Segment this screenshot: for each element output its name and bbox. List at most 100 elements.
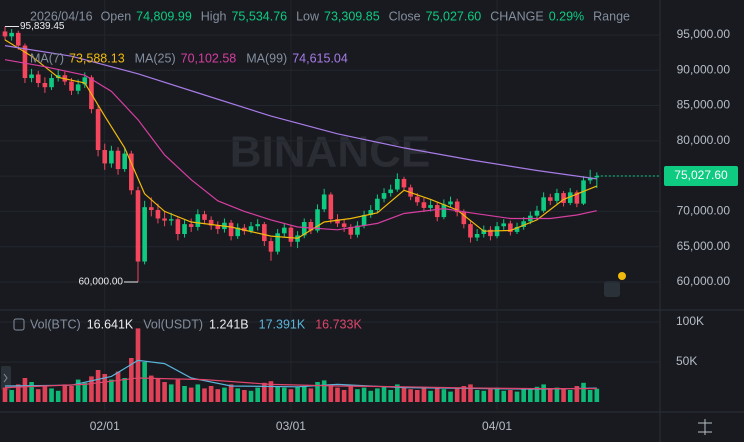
volume-bar	[315, 382, 320, 402]
candle-body	[448, 201, 453, 205]
candle-body	[434, 205, 440, 218]
candle-body	[587, 177, 593, 181]
volume-bar	[275, 386, 280, 402]
volume-bar	[49, 388, 54, 402]
volume-bar	[188, 387, 194, 402]
volume-bar	[35, 389, 41, 402]
y-tick-label: 65,000.00	[677, 239, 731, 253]
candle-body	[69, 81, 74, 91]
collapse-button[interactable]	[1, 366, 11, 390]
candle-body	[401, 178, 407, 188]
volume-bar	[381, 386, 387, 402]
candle-body	[355, 225, 360, 235]
candle-body	[414, 196, 420, 203]
legend-value: 73,588.13	[69, 51, 125, 65]
candle-body	[534, 210, 540, 216]
legend-value: 16.641K	[87, 317, 134, 331]
volume-bar	[441, 389, 447, 402]
volume-bar	[89, 376, 94, 402]
volume-bar	[561, 388, 566, 402]
candle-body	[348, 226, 354, 235]
volume-bar	[168, 384, 174, 402]
volume-bar	[2, 387, 8, 402]
volume-bar	[235, 388, 241, 402]
candle-body	[29, 74, 34, 79]
legend-name: MA(7)	[30, 51, 64, 65]
candle-body	[22, 45, 28, 79]
x-tick-label: 02/01	[90, 419, 120, 433]
volume-bar	[534, 386, 540, 402]
y-tick-label: 95,000.00	[677, 27, 731, 41]
volume-bar	[195, 384, 201, 402]
candle-body	[75, 84, 81, 91]
candle-body	[395, 178, 400, 190]
volume-bar	[321, 380, 327, 402]
ma-line	[4, 39, 598, 239]
volume-bar	[508, 390, 513, 402]
candle-body	[248, 226, 254, 232]
candle-body	[468, 224, 473, 238]
volume-bar	[514, 391, 520, 402]
candle-body	[574, 192, 580, 204]
volume-bar	[581, 382, 586, 402]
volume-bar	[554, 387, 560, 402]
volume-bar	[454, 388, 460, 402]
candle-body	[521, 221, 526, 227]
volume-bar	[242, 390, 247, 402]
candle-body	[328, 194, 334, 220]
candle-body	[441, 204, 447, 218]
volume-bar	[55, 390, 61, 402]
volume-bar	[208, 386, 214, 402]
candle-body	[208, 219, 214, 226]
candle-body	[474, 234, 480, 238]
volume-bar	[375, 388, 380, 402]
candle-body	[2, 31, 8, 37]
volume-bar	[215, 389, 221, 402]
min-label: 60,000.00	[78, 277, 123, 288]
volume-bar	[142, 362, 147, 402]
volume-bar	[175, 379, 181, 402]
volume-bar	[348, 386, 354, 402]
volume-bar	[494, 387, 500, 402]
volume-bar	[109, 379, 114, 402]
candle-body	[421, 202, 427, 208]
candle-body	[388, 189, 393, 194]
candle-body	[168, 219, 174, 221]
volume-bar	[468, 384, 473, 402]
volume-bar	[587, 390, 593, 402]
volume-bar	[408, 389, 413, 402]
volume-bar	[341, 390, 347, 402]
y-tick-label: 80,000.00	[677, 133, 731, 147]
candle-body	[148, 207, 154, 211]
volume-bar	[102, 374, 108, 402]
candle-body	[195, 214, 201, 227]
legend-value: 17.391K	[259, 317, 306, 331]
candle-body	[428, 205, 433, 208]
volume-bar	[448, 391, 453, 402]
volume-bar	[122, 378, 127, 402]
legend-value: 70,102.58	[181, 51, 237, 65]
settings-icon[interactable]	[698, 419, 712, 435]
volume-bar	[461, 386, 467, 402]
volume-bar	[95, 370, 101, 402]
volume-bar	[521, 389, 526, 402]
candle-body	[162, 218, 167, 221]
volume-bar	[328, 384, 334, 402]
header-label: Close	[389, 9, 421, 23]
candle-body	[567, 192, 573, 203]
candle-body	[115, 150, 121, 170]
candle-body	[275, 233, 280, 252]
candle-body	[49, 78, 54, 88]
volume-bar	[488, 389, 493, 402]
volume-bar	[22, 378, 28, 402]
candle-body	[42, 82, 48, 88]
volume-bar	[414, 390, 420, 402]
y-tick-label: 85,000.00	[677, 98, 731, 112]
candle-body	[95, 109, 101, 151]
event-icon[interactable]	[604, 281, 620, 297]
volume-bar	[574, 386, 580, 402]
candle-body	[501, 223, 507, 227]
candle-body	[315, 209, 320, 231]
candle-body	[255, 224, 260, 227]
candle-body	[308, 222, 314, 231]
